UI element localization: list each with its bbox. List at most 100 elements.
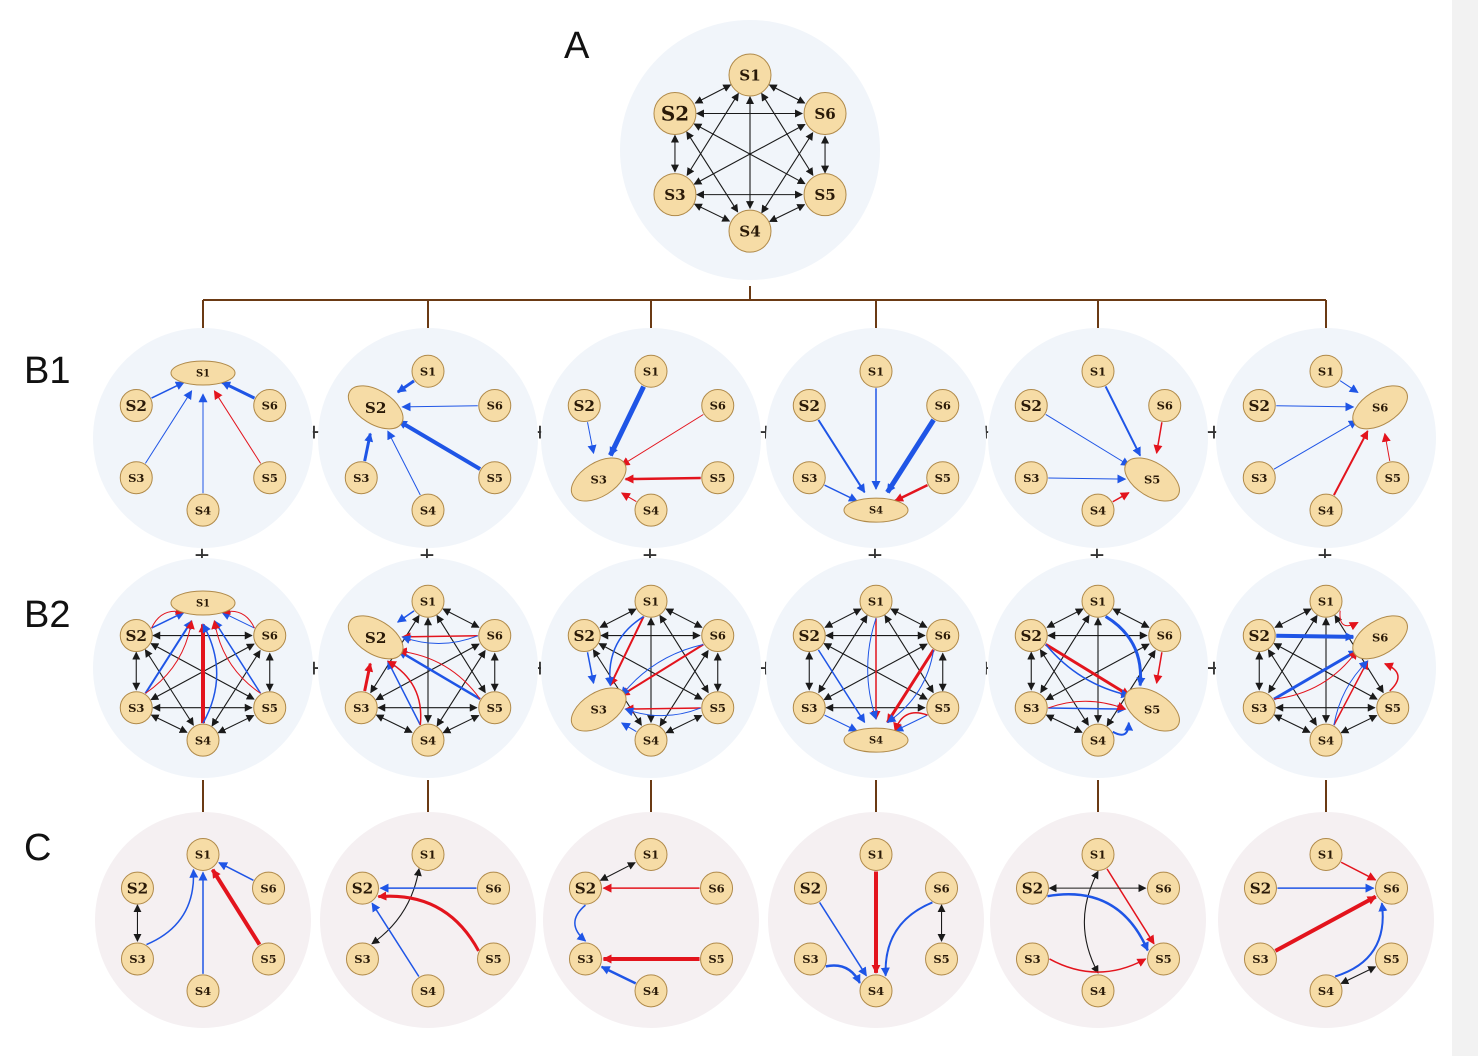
node-label: S5: [1383, 952, 1399, 966]
node-shape: [411, 584, 445, 618]
node-label: S4: [739, 223, 760, 241]
node-s5: S5: [700, 942, 734, 976]
edges: [371, 867, 480, 977]
node-shape: [792, 619, 826, 653]
node-label: S4: [195, 733, 211, 747]
edges: [574, 862, 700, 985]
blue-edge-s2-s5: [1047, 893, 1149, 952]
node-shape: [119, 619, 153, 653]
node-shape: [411, 493, 445, 527]
red-edge-s6-s5: [1153, 422, 1163, 455]
node-label: S3: [1024, 952, 1040, 966]
node-label: S1: [868, 364, 884, 378]
blue-edge-s1-s5: [1104, 386, 1142, 457]
blue-edge-s2-s4: [817, 649, 866, 724]
red-edge-s1-s3: [609, 616, 645, 687]
node-shape: [1081, 493, 1115, 527]
node-s6: S6: [926, 619, 960, 653]
node-label: S6: [1157, 399, 1173, 413]
node-label: S2: [365, 629, 387, 647]
node-shape: [792, 691, 826, 725]
node-label: S2: [1250, 880, 1272, 898]
bidirectional-edge-s4-s6: [659, 649, 709, 727]
node-shape: [634, 837, 668, 871]
blue-edge-s1-s2: [396, 379, 415, 394]
panel-c-2: S1 S2 S3 S4 S5 S6: [320, 812, 536, 1028]
node-label: S6: [1155, 881, 1171, 895]
panel-c-1: S1 S2 S3 S4 S5 S6: [95, 812, 311, 1028]
node-label: S5: [260, 952, 276, 966]
bidirectional-edge-s4-s6: [761, 132, 814, 214]
node-shape: [344, 461, 378, 495]
node-shape: [1309, 974, 1343, 1008]
blue-edge-s6-s1: [221, 611, 255, 629]
node-s6: S6: [1147, 871, 1181, 905]
node-s6: S6: [478, 619, 512, 653]
node-label: S1: [420, 594, 436, 608]
node-label: S4: [869, 506, 883, 517]
panel-c-6: S1 S2 S3 S4 S5 S6: [1218, 812, 1434, 1028]
red-edge-s5-s6: [1383, 662, 1399, 692]
red-edge-s5-s4: [893, 712, 928, 732]
node-label: S2: [125, 397, 147, 415]
red-edge-s5-s2: [397, 647, 481, 700]
red-edge-s4-s2: [386, 660, 422, 726]
node-shape: [1376, 461, 1410, 495]
blue-edge-s4-s2: [387, 660, 421, 726]
node-shape: [1243, 871, 1277, 905]
node-shape: [478, 619, 512, 653]
node-shape: [859, 974, 893, 1008]
scrollbar[interactable]: [1452, 0, 1478, 1056]
node-label: S2: [1020, 627, 1042, 645]
nodes: S1 S2 S3 S4 S5 S6: [1242, 584, 1410, 757]
node-label: S6: [933, 881, 949, 895]
edges: [818, 871, 946, 984]
node-s5: S5: [478, 461, 512, 495]
node-label: S1: [195, 848, 211, 862]
node-s1: S1: [634, 584, 668, 618]
red-edge-s3-s1: [145, 619, 195, 694]
node-label: S3: [353, 471, 369, 485]
node-label: S1: [868, 848, 884, 862]
panel-b2-3: S1 S2 S3 S4 S5 S6: [541, 558, 761, 778]
edges: [805, 608, 947, 732]
node-s4: S4: [1081, 493, 1115, 527]
blue-edge-s4-s6: [1333, 660, 1369, 726]
node-s5: S5: [1376, 461, 1410, 495]
node-s6: S6: [926, 389, 960, 423]
red-edge-s6-s3: [620, 414, 704, 466]
node-label: S3: [128, 471, 144, 485]
panel-b2-1: S1 S2 S3 S4 S5 S6: [93, 558, 313, 778]
node-label: S2: [1248, 397, 1270, 415]
node-label: S6: [1383, 881, 1399, 895]
node-shape: [186, 723, 220, 757]
nodes: S1 S2 S3 S4 S5 S6: [567, 584, 735, 757]
node-s3: S3: [1014, 691, 1048, 725]
red-edge-s5-s2: [377, 891, 480, 952]
blue-edge-s2-s5: [1045, 413, 1131, 467]
blue-edge-s6-s1: [221, 380, 256, 400]
node-shape: [119, 389, 153, 423]
node-s6: S6: [252, 871, 286, 905]
nodes: S1 S2 S3 S4 S5 S6: [345, 837, 511, 1008]
panel-background: [1218, 812, 1434, 1028]
node-s6: S6: [701, 389, 735, 423]
node-shape: [1376, 691, 1410, 725]
node-shape: [634, 354, 668, 388]
node-shape: [253, 461, 287, 495]
node-label: S2: [125, 627, 147, 645]
panel-a: S1 S2 S3 S4 S5 S6: [620, 20, 880, 280]
node-shape: [478, 691, 512, 725]
node-shape: [567, 389, 601, 423]
node-label: S1: [1090, 594, 1106, 608]
panels: S1 S2 S3 S4 S5 S6 S1 S2 S3 S4 S5 S6 S1 S2 S3 S4 S5 S6 S1 S2…: [93, 20, 1436, 1028]
node-s3: S3: [793, 942, 827, 976]
node-shape: [926, 461, 960, 495]
node-s2: S2: [567, 389, 601, 423]
node-shape: [570, 687, 627, 732]
node-shape: [1375, 871, 1409, 905]
node-s5: S5: [253, 461, 287, 495]
node-label: S2: [800, 880, 822, 898]
node-shape: [843, 497, 909, 523]
